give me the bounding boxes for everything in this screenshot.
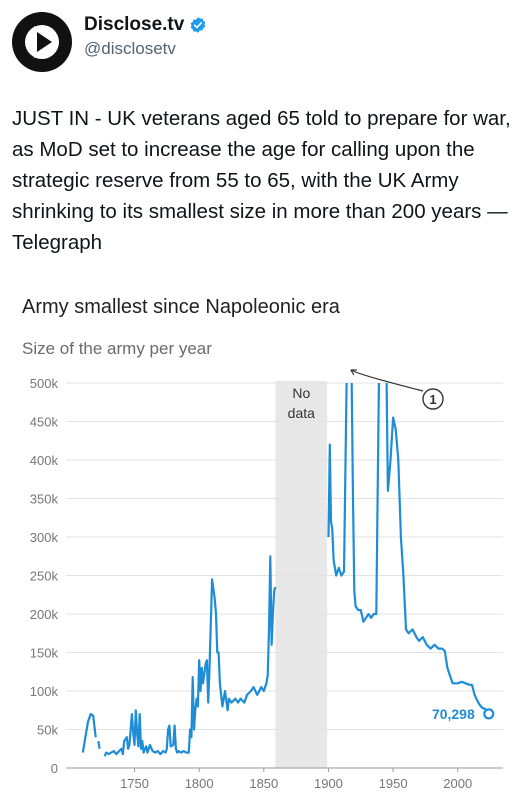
- x-tick-label: 1950: [379, 776, 408, 791]
- verified-badge-icon: [191, 17, 206, 33]
- x-tick-label: 1850: [249, 776, 278, 791]
- y-tick-label: 250k: [30, 569, 59, 584]
- army-size-chart: No data 0 50k 100k 150k 200k 250k 300k 350k 400k 45…: [30, 369, 503, 791]
- chart-title: Army smallest since Napoleonic era: [22, 296, 340, 318]
- no-data-label: No: [292, 385, 310, 401]
- y-tick-label: 0: [51, 761, 58, 776]
- annotation-marker-label: 1: [429, 392, 436, 407]
- series-line-segment: [327, 382, 348, 577]
- series-line-segment: [81, 713, 97, 753]
- x-tick-label: 2000: [443, 776, 472, 791]
- tweet-text: JUST IN - UK veterans aged 65 told to pr…: [12, 107, 511, 254]
- annotation-marker: [422, 388, 444, 410]
- y-tick-label: 200k: [30, 607, 59, 622]
- y-tick-label: 500k: [30, 376, 59, 391]
- chart-subtitle: Size of the army per year: [22, 339, 212, 358]
- x-tick-label: 1750: [120, 776, 149, 791]
- user-handle[interactable]: @disclosetv: [84, 39, 176, 58]
- y-tick-label: 350k: [30, 492, 59, 507]
- annotation-arrowhead: [350, 369, 357, 376]
- y-tick-label: 150k: [30, 646, 59, 661]
- display-name[interactable]: Disclose.tv: [84, 14, 185, 35]
- series-line-segment: [103, 555, 277, 757]
- tweet-header: Disclose.tv @disclosetv: [12, 10, 512, 72]
- no-data-label: data: [288, 405, 315, 421]
- x-tick-label: 1900: [314, 776, 343, 791]
- end-point-marker: [483, 708, 495, 720]
- play-logo-icon: [25, 25, 59, 59]
- x-tick-label: 1800: [185, 776, 214, 791]
- series-line-segment: [97, 740, 101, 749]
- series-line-segment: [350, 382, 380, 623]
- annotation-arrow: [350, 369, 424, 392]
- series-line-segment: [385, 382, 490, 715]
- y-tick-label: 100k: [30, 684, 59, 699]
- profile-avatar[interactable]: [12, 12, 72, 72]
- y-tick-label: 450k: [30, 415, 59, 430]
- y-tick-label: 50k: [37, 723, 58, 738]
- y-tick-label: 400k: [30, 453, 59, 468]
- y-tick-label: 300k: [30, 530, 59, 545]
- end-value-label: 70,298: [432, 706, 475, 722]
- chart-image[interactable]: No data 0 50k 100k 150k 200k 250k 300k 350k 400k 45…: [0, 280, 523, 800]
- no-data-band: [275, 381, 328, 768]
